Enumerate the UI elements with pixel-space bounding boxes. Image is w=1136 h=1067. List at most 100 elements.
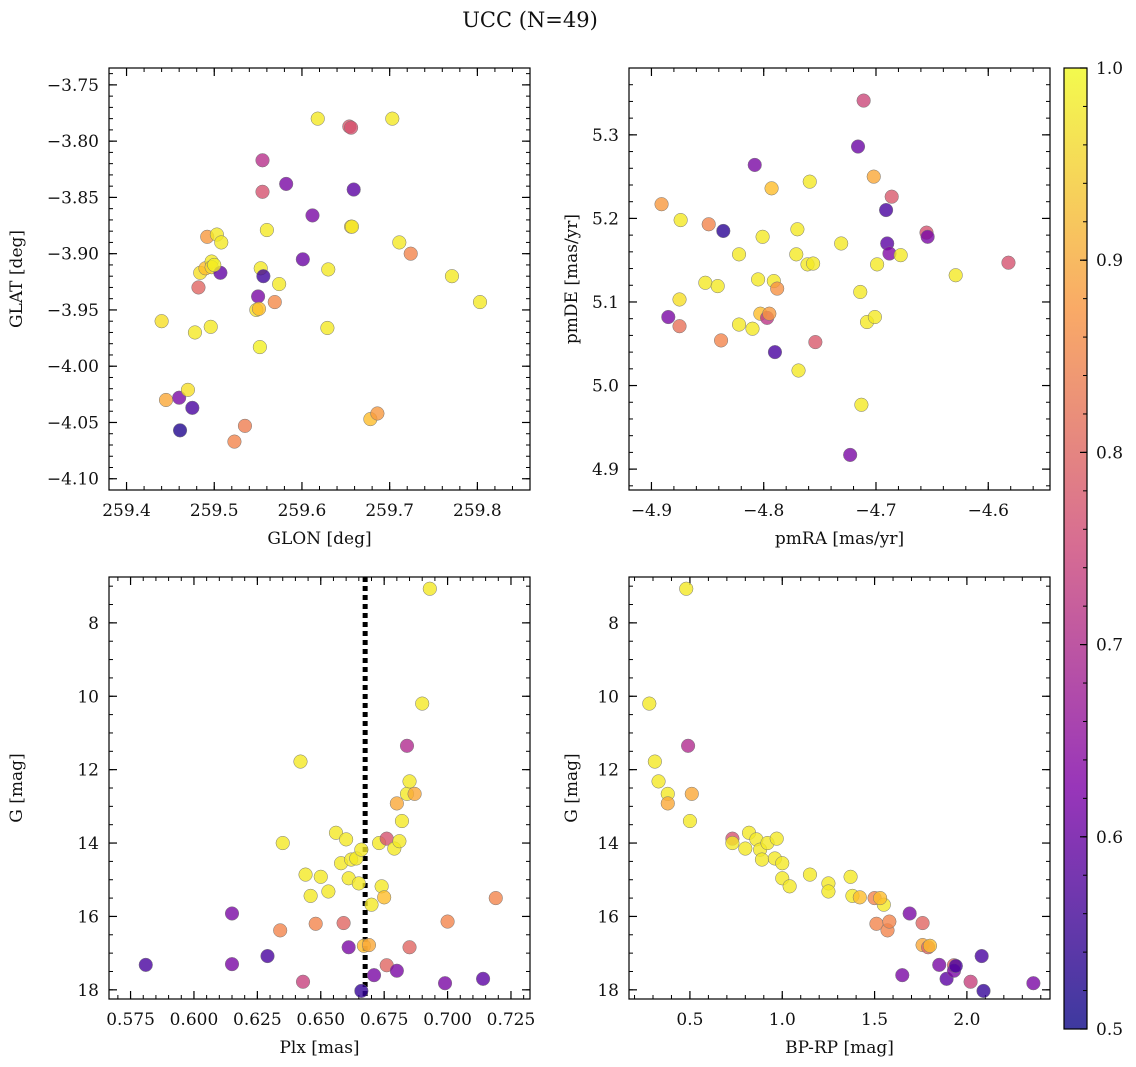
data-point xyxy=(488,891,503,906)
scatter-points xyxy=(642,581,1041,998)
minor-ticks xyxy=(629,67,1050,490)
data-point xyxy=(660,796,675,811)
panel-glon-glat: 259.4 259.5 259.6 259.7 259.8 −3.75 −3.80 −3.85… xyxy=(7,67,531,549)
y-tick-label: −3.85 xyxy=(47,188,99,208)
x-tick-label: −4.7 xyxy=(855,501,896,521)
data-point xyxy=(843,447,858,462)
data-point xyxy=(389,796,404,811)
scatter-panels: 259.4 259.5 259.6 259.7 259.8 −3.75 −3.80 −3.85… xyxy=(7,67,1051,1058)
data-point xyxy=(158,392,174,408)
x-tick-label: 1.5 xyxy=(861,1010,888,1030)
data-point xyxy=(682,813,697,829)
data-point xyxy=(255,153,270,168)
data-point xyxy=(267,295,282,310)
x-tick-label: 0.675 xyxy=(360,1010,409,1030)
y-tick-label: −4.10 xyxy=(47,470,99,490)
data-point xyxy=(948,268,963,283)
data-point xyxy=(407,786,422,801)
data-point xyxy=(738,841,753,856)
data-point xyxy=(364,897,379,912)
data-point xyxy=(191,280,206,295)
minor-ticks xyxy=(108,68,530,491)
data-point xyxy=(172,423,188,438)
y-tick-label: 12 xyxy=(597,761,619,781)
data-point xyxy=(867,309,882,325)
data-point xyxy=(298,867,313,882)
data-point xyxy=(187,325,203,340)
y-axis-label: G [mag] xyxy=(7,753,27,822)
x-axis-label: pmRA [mas/yr] xyxy=(775,529,904,549)
data-point xyxy=(963,974,978,989)
x-tick-label: 0.725 xyxy=(487,1010,536,1030)
x-axis-label: GLON [deg] xyxy=(267,529,371,549)
data-point xyxy=(762,306,777,321)
data-point xyxy=(1001,255,1016,270)
x-tick-label: 0.625 xyxy=(233,1010,282,1030)
data-point xyxy=(767,345,782,360)
data-point xyxy=(392,235,407,250)
y-axis-label: G [mag] xyxy=(562,753,582,822)
data-point xyxy=(273,923,288,938)
data-point xyxy=(745,321,760,336)
data-point xyxy=(308,916,323,931)
y-tick-label: 5.3 xyxy=(592,126,619,146)
data-point xyxy=(651,774,666,789)
colorbar: 0.5 0.6 0.7 0.8 0.9 1.0 xyxy=(1063,59,1123,1040)
data-point xyxy=(402,940,417,955)
figure-title: UCC (N=49) xyxy=(462,8,598,32)
axes-frame xyxy=(108,67,531,491)
data-point xyxy=(437,976,453,991)
data-point xyxy=(154,314,169,329)
data-point xyxy=(922,938,938,953)
x-tick-label: −4.6 xyxy=(968,501,1009,521)
colorbar-ticks: 0.5 0.6 0.7 0.8 0.9 1.0 xyxy=(1080,59,1123,1040)
data-point xyxy=(321,884,336,899)
data-point xyxy=(341,940,356,955)
data-point xyxy=(755,229,770,244)
data-point xyxy=(336,915,351,931)
data-point xyxy=(224,957,240,972)
scatter-points xyxy=(154,111,488,449)
data-point xyxy=(672,292,687,307)
data-point xyxy=(303,888,318,903)
y-tick-label: −3.90 xyxy=(47,245,99,265)
axes-frame xyxy=(628,576,1051,1000)
data-point xyxy=(789,247,804,262)
y-tick-label: 8 xyxy=(608,614,619,634)
y-tick-label: 14 xyxy=(77,834,99,854)
data-point xyxy=(389,963,404,978)
x-tick-label: 259.4 xyxy=(102,501,151,521)
data-point xyxy=(310,111,325,126)
y-tick-label: 16 xyxy=(597,907,619,927)
data-point xyxy=(866,169,881,184)
y-tick-label: 14 xyxy=(597,834,619,854)
data-point xyxy=(422,581,437,596)
x-axis-label: Plx [mas] xyxy=(279,1038,359,1058)
data-point xyxy=(346,182,361,197)
colorbar-tick-label: 0.8 xyxy=(1096,443,1123,463)
data-point xyxy=(440,914,455,929)
data-point xyxy=(701,217,716,232)
data-point xyxy=(394,813,409,829)
data-point xyxy=(259,222,274,238)
data-point xyxy=(180,382,195,397)
data-point xyxy=(948,958,963,974)
x-axis-label: BP-RP [mag] xyxy=(785,1038,894,1058)
x-tick-label: 1.0 xyxy=(769,1010,796,1030)
x-tick-label: 0.575 xyxy=(106,1010,155,1030)
data-point xyxy=(252,340,267,355)
data-point xyxy=(684,786,699,801)
panel-pmra-pmde: −4.9 −4.8 −4.7 −4.6 4.9 5.0 5.1 5.2 5.3 pmRA [mas… xyxy=(562,67,1051,549)
x-tick-label: −4.8 xyxy=(743,501,784,521)
data-point xyxy=(354,842,369,857)
data-point xyxy=(237,418,252,433)
colorbar-tick-label: 0.6 xyxy=(1096,828,1123,848)
data-point xyxy=(932,957,947,972)
data-point xyxy=(843,869,858,884)
data-point xyxy=(834,236,849,251)
data-point xyxy=(915,915,930,931)
data-point xyxy=(255,184,270,199)
data-point xyxy=(251,289,266,304)
data-point xyxy=(295,974,311,989)
colorbar-tick-label: 0.5 xyxy=(1096,1020,1123,1040)
